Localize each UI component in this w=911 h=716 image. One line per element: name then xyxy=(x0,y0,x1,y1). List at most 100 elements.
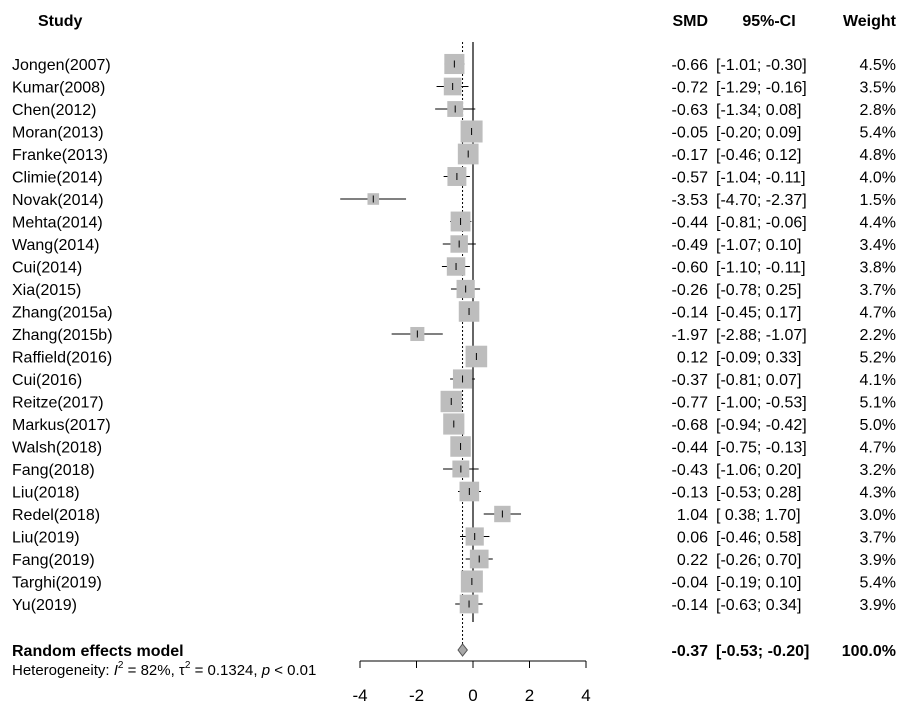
study-row: Liu(2019) 0.06 [-0.46; 0.58] 3.7% xyxy=(12,527,896,547)
smd-value: -0.13 xyxy=(672,485,709,502)
study-name: Xia(2015) xyxy=(12,282,81,299)
ci-value: [-1.34; 0.08] xyxy=(716,102,801,119)
ci-value: [-4.70; -2.37] xyxy=(716,192,807,209)
smd-value: -0.68 xyxy=(672,417,709,434)
study-name: Jongen(2007) xyxy=(12,57,111,74)
smd-value: -0.60 xyxy=(672,260,709,277)
weight-value: 4.7% xyxy=(860,305,896,322)
study-name: Chen(2012) xyxy=(12,102,97,119)
study-row: Targhi(2019) -0.04 [-0.19; 0.10] 5.4% xyxy=(12,570,896,593)
ci-value: [-0.19; 0.10] xyxy=(716,575,801,592)
ci-value: [-1.07; 0.10] xyxy=(716,237,801,254)
weight-value: 3.9% xyxy=(860,552,896,569)
weight-value: 4.5% xyxy=(860,57,896,74)
study-row: Jongen(2007) -0.66 [-1.01; -0.30] 4.5% xyxy=(12,53,896,75)
weight-value: 3.0% xyxy=(860,507,896,524)
pooled-ci: [-0.53; -0.20] xyxy=(716,643,809,660)
weight-value: 5.4% xyxy=(860,575,896,592)
x-axis: -4 -2 0 2 4 xyxy=(352,660,591,705)
study-row: Yu(2019) -0.14 [-0.63; 0.34] 3.9% xyxy=(12,594,896,614)
smd-value: -0.14 xyxy=(672,305,709,322)
study-row: Fang(2019) 0.22 [-0.26; 0.70] 3.9% xyxy=(12,549,896,569)
weight-value: 5.4% xyxy=(860,125,896,142)
ci-value: [-0.81; 0.07] xyxy=(716,372,801,389)
study-name: Raffield(2016) xyxy=(12,350,112,367)
smd-value: -0.57 xyxy=(672,170,709,187)
pooled-row: Random effects model -0.37 [-0.53; -0.20] 1… xyxy=(12,643,896,660)
ci-value: [-1.06; 0.20] xyxy=(716,462,801,479)
study-row: Kumar(2008) -0.72 [-1.29; -0.16] 3.5% xyxy=(12,77,896,97)
ci-value: [-0.75; -0.13] xyxy=(716,440,807,457)
weight-value: 3.9% xyxy=(860,597,896,614)
weight-value: 3.4% xyxy=(860,237,896,254)
study-name: Franke(2013) xyxy=(12,147,108,164)
study-row: Zhang(2015a) -0.14 [-0.45; 0.17] 4.7% xyxy=(12,301,896,322)
study-name: Cui(2016) xyxy=(12,372,82,389)
study-name: Wang(2014) xyxy=(12,237,99,254)
smd-value: -0.14 xyxy=(672,597,709,614)
x-tick-label: 2 xyxy=(525,686,534,705)
smd-value: -0.66 xyxy=(672,57,709,74)
study-row: Cui(2016) -0.37 [-0.81; 0.07] 4.1% xyxy=(12,369,896,389)
column-headers: Study SMD 95%-CI Weight xyxy=(38,13,897,30)
study-name: Markus(2017) xyxy=(12,417,111,434)
ci-value: [-1.01; -0.30] xyxy=(716,57,807,74)
ci-value: [-1.10; -0.11] xyxy=(716,260,806,277)
ci-value: [-0.94; -0.42] xyxy=(716,417,807,434)
ci-value: [-0.45; 0.17] xyxy=(716,305,801,322)
smd-value: -0.63 xyxy=(672,102,709,119)
study-row: Chen(2012) -0.63 [-1.34; 0.08] 2.8% xyxy=(12,101,896,119)
study-name: Zhang(2015a) xyxy=(12,305,113,322)
smd-value: -0.26 xyxy=(672,282,709,299)
ci-value: [-0.53; 0.28] xyxy=(716,485,801,502)
ci-value: [-2.88; -1.07] xyxy=(716,327,807,344)
study-name: Walsh(2018) xyxy=(12,440,102,457)
weight-value: 2.2% xyxy=(860,327,896,344)
ci-value: [-0.63; 0.34] xyxy=(716,597,801,614)
study-row: Zhang(2015b) -1.97 [-2.88; -1.07] 2.2% xyxy=(12,326,896,344)
study-row: Wang(2014) -0.49 [-1.07; 0.10] 3.4% xyxy=(12,235,896,254)
weight-value: 4.0% xyxy=(860,170,896,187)
ci-value: [-1.04; -0.11] xyxy=(716,170,806,187)
study-row: Mehta(2014) -0.44 [-0.81; -0.06] 4.4% xyxy=(12,211,896,232)
weight-value: 3.7% xyxy=(860,282,896,299)
header-smd: SMD xyxy=(672,13,708,30)
study-row: Fang(2018) -0.43 [-1.06; 0.20] 3.2% xyxy=(12,460,896,479)
weight-value: 1.5% xyxy=(860,192,896,209)
smd-value: -0.17 xyxy=(672,147,709,164)
smd-value: -0.44 xyxy=(672,215,709,232)
weight-value: 5.1% xyxy=(860,395,896,412)
weight-value: 4.4% xyxy=(860,215,896,232)
smd-value: -0.05 xyxy=(672,125,709,142)
study-name: Liu(2019) xyxy=(12,530,80,547)
x-tick-label: -4 xyxy=(352,686,367,705)
weight-value: 4.8% xyxy=(860,147,896,164)
study-name: Moran(2013) xyxy=(12,125,104,142)
ci-value: [-0.81; -0.06] xyxy=(716,215,807,232)
study-row: Xia(2015) -0.26 [-0.78; 0.25] 3.7% xyxy=(12,279,896,299)
study-name: Mehta(2014) xyxy=(12,215,103,232)
study-name: Yu(2019) xyxy=(12,597,77,614)
smd-value: -0.77 xyxy=(672,395,709,412)
x-tick-label: -2 xyxy=(409,686,424,705)
header-ci: 95%-CI xyxy=(742,13,795,30)
study-name: Climie(2014) xyxy=(12,170,103,187)
study-name: Targhi(2019) xyxy=(12,575,102,592)
weight-value: 3.5% xyxy=(860,80,896,97)
pooled-smd: -0.37 xyxy=(672,643,709,660)
weight-value: 4.7% xyxy=(860,440,896,457)
header-weight: Weight xyxy=(843,13,897,30)
pooled-weight: 100.0% xyxy=(842,643,896,660)
study-row: Redel(2018) 1.04 [ 0.38; 1.70] 3.0% xyxy=(12,505,896,524)
ci-value: [-0.20; 0.09] xyxy=(716,125,801,142)
weight-value: 4.1% xyxy=(860,372,896,389)
x-tick-label: 4 xyxy=(581,686,590,705)
smd-value: 1.04 xyxy=(677,507,708,524)
weight-value: 3.7% xyxy=(860,530,896,547)
study-row: Liu(2018) -0.13 [-0.53; 0.28] 4.3% xyxy=(12,481,896,502)
header-study: Study xyxy=(38,13,83,30)
study-name: Cui(2014) xyxy=(12,260,82,277)
study-name: Fang(2018) xyxy=(12,462,95,479)
smd-value: 0.06 xyxy=(677,530,708,547)
